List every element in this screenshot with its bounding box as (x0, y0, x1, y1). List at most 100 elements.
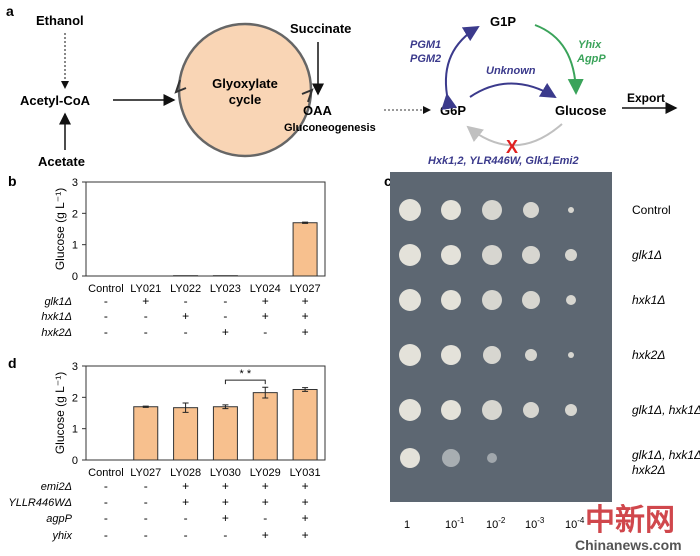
bar-LY027 (133, 406, 159, 461)
significance-label: * * (240, 368, 252, 380)
dilution-base: 10 (565, 519, 577, 531)
yeast-spot (399, 344, 421, 366)
y-axis-label: Glucose (g L⁻¹) (53, 372, 67, 454)
succinate-label: Succinate (290, 21, 351, 36)
yeast-spot (522, 246, 540, 264)
yeast-spot (523, 202, 539, 218)
pgm1-label: PGM1 (410, 39, 441, 51)
gluconeogenesis-label: Gluconeogenesis (284, 122, 376, 134)
genotype-row-label: emi2Δ (41, 481, 72, 493)
genotype-mark: - (104, 294, 108, 308)
genotype-mark: - (104, 528, 108, 542)
panel-label-b: b (8, 173, 17, 189)
category-label: LY023 (210, 283, 241, 295)
yeast-spot (568, 352, 574, 358)
dilution-label: 10-1 (445, 516, 465, 531)
error-bar (262, 386, 269, 399)
y-tick-label: 1 (72, 240, 78, 252)
genotype-mark: - (263, 325, 267, 339)
genotype-mark: + (142, 294, 149, 308)
dilution-exponent: -3 (537, 516, 545, 525)
genotype-mark: - (104, 325, 108, 339)
genotype-mark: + (302, 325, 309, 339)
genotype-mark: + (262, 495, 269, 509)
genotype-mark: - (104, 495, 108, 509)
yeast-spot (441, 245, 461, 265)
error-bar (142, 405, 149, 408)
category-label: Control (88, 283, 123, 295)
glucose-label: Glucose (555, 103, 606, 118)
genotype-row-label: yhix (51, 530, 72, 542)
yeast-spot (399, 399, 421, 421)
genotype-mark: - (144, 325, 148, 339)
dilution-exponent: -2 (498, 516, 506, 525)
yeast-spot (565, 249, 577, 261)
yeast-spot (442, 449, 460, 467)
blocked-x-mark: X (506, 137, 518, 157)
genotype-mark: + (222, 325, 229, 339)
genotype-mark: - (184, 325, 188, 339)
genotype-row-label: hxk1Δ (41, 311, 72, 323)
acetyl-coa-label: Acetyl-CoA (20, 93, 91, 108)
genotype-mark: - (223, 309, 227, 323)
y-tick-label: 2 (72, 208, 78, 220)
genotype-mark: - (144, 528, 148, 542)
cycle-label-line2: cycle (229, 92, 262, 107)
strain-label: hxk1Δ (632, 293, 665, 307)
g1p-label: G1P (490, 14, 516, 29)
genotype-mark: + (302, 495, 309, 509)
yeast-spot (483, 346, 501, 364)
dilution-base: 10 (525, 519, 537, 531)
y-tick-label: 0 (72, 271, 78, 283)
genotype-mark: + (302, 511, 309, 525)
strain-label: hxk2Δ (632, 348, 665, 362)
error-bar (302, 221, 309, 224)
yhix-agpp-arrow (534, 24, 584, 95)
panel-label-d: d (8, 355, 17, 371)
export-label: Export (627, 91, 665, 105)
panel-a-pathway: a Ethanol Acetyl-CoA Acetate Glyoxylate … (6, 3, 678, 169)
category-label: LY029 (250, 467, 281, 479)
dilution-base: 10 (486, 519, 498, 531)
yeast-spot (441, 290, 461, 310)
oaa-label: OAA (303, 103, 333, 118)
y-tick-label: 3 (72, 361, 78, 373)
genotype-mark: + (262, 309, 269, 323)
genotype-mark: - (223, 294, 227, 308)
dilution-base: 10 (445, 519, 457, 531)
panel-label-a: a (6, 3, 14, 19)
yeast-spot (441, 400, 461, 420)
genotype-row-label: glk1Δ (44, 296, 72, 308)
dilution-exponent: -1 (457, 516, 465, 525)
watermark-cn: 中新网 (585, 504, 675, 537)
genotype-mark: + (222, 495, 229, 509)
genotype-mark: - (184, 294, 188, 308)
unknown-label: Unknown (486, 65, 536, 77)
category-label: LY027 (130, 467, 161, 479)
error-bar (302, 387, 309, 392)
genotype-mark: + (222, 511, 229, 525)
yeast-spot (482, 200, 502, 220)
ethanol-label: Ethanol (36, 13, 84, 28)
yeast-spot (525, 349, 537, 361)
blocked-reverse-arrow (466, 123, 563, 147)
genotype-mark: + (182, 309, 189, 323)
unknown-arrow (469, 82, 557, 99)
category-label: LY022 (170, 283, 201, 295)
yeast-spot (482, 290, 502, 310)
genotype-mark: + (302, 479, 309, 493)
bar-LY031 (292, 389, 318, 461)
genotype-mark: - (184, 511, 188, 525)
dilution-label: 10-3 (525, 516, 545, 531)
yeast-spot (568, 207, 574, 213)
genotype-mark: + (182, 495, 189, 509)
yeast-spot (399, 199, 421, 221)
bar-LY027 (292, 222, 318, 277)
category-label: LY031 (290, 467, 321, 479)
agar-plate (390, 172, 612, 502)
bar-LY028 (173, 407, 199, 461)
